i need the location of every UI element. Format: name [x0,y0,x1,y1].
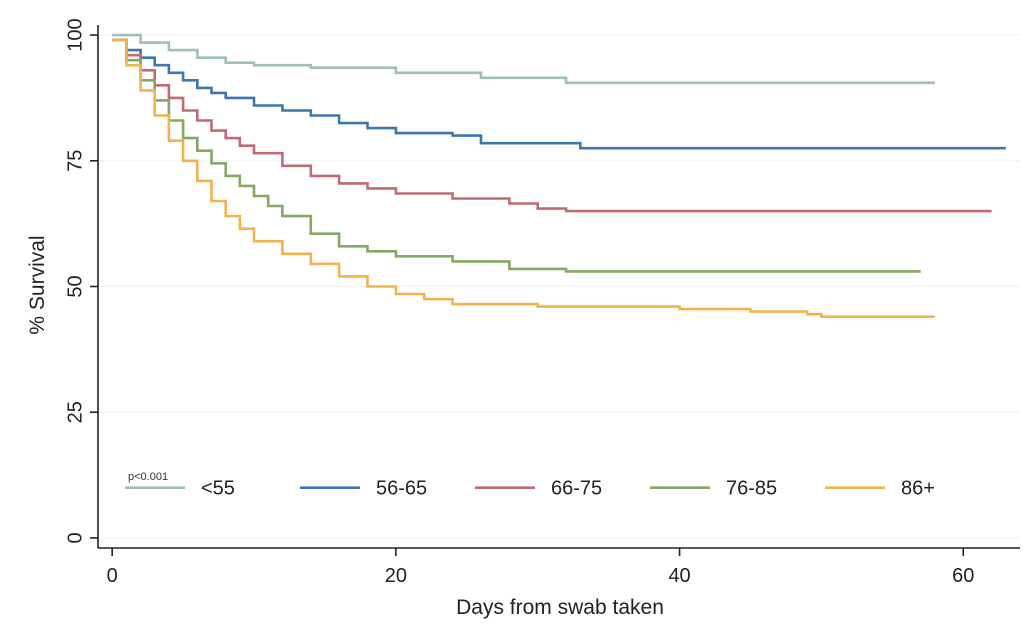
legend-label-3: 76-85 [726,478,777,500]
x-tick-label-60: 60 [952,565,974,587]
x-tick-label-20: 20 [385,565,407,587]
series-line-1 [112,38,1006,150]
x-ticks: 0 20 40 60 [107,548,974,587]
series-line-4 [112,38,935,318]
y-ticks: 0 25 50 75 100 [64,18,98,544]
legend-label-4: 86+ [901,478,935,500]
grid [98,34,1020,539]
series-line-2 [112,38,992,213]
x-tick-label-40: 40 [668,565,690,587]
y-axis-title: % Survival [26,235,49,334]
y-tick-label-25: 25 [64,401,86,423]
y-tick-label-0: 0 [64,532,86,543]
legend: <55 56-65 66-75 76-85 86+ [125,478,935,500]
legend-label-1: 56-65 [376,478,427,500]
y-tick-label-100: 100 [64,18,86,51]
x-axis-title: Days from swab taken [456,596,664,619]
series-line-0 [112,33,935,85]
legend-label-0: <55 [201,478,235,500]
series-lines [112,33,1006,318]
p-value-annotation: p<0.001 [128,471,168,483]
x-tick-label-0: 0 [107,565,118,587]
y-tick-label-50: 50 [64,275,86,297]
series-line-3 [112,38,921,273]
legend-label-2: 66-75 [551,478,602,500]
y-tick-label-75: 75 [64,150,86,172]
